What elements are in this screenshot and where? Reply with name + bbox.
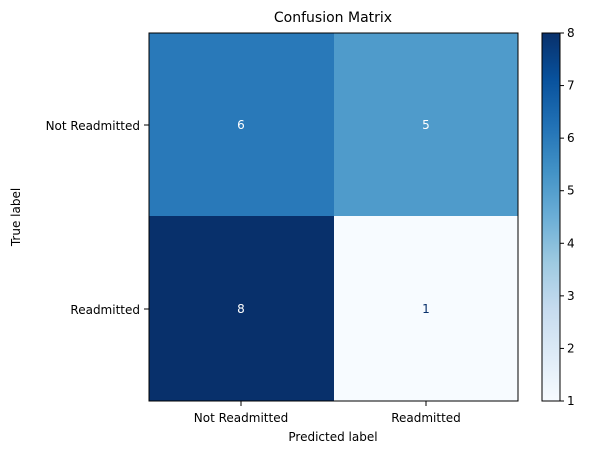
cell-readmitted-not-readmitted bbox=[149, 216, 334, 401]
y-tick-label: Readmitted bbox=[70, 303, 140, 317]
x-tick-label: Readmitted bbox=[391, 411, 461, 425]
colorbar: 1 2 3 4 5 6 7 8 bbox=[541, 26, 575, 408]
heatmap-plot-area: 6 5 8 1 bbox=[148, 32, 519, 402]
colorbar-tick-label: 1 bbox=[567, 394, 575, 408]
colorbar-tick-label: 3 bbox=[567, 289, 575, 303]
colorbar-tick-label: 2 bbox=[567, 341, 575, 355]
colorbar-tick-label: 6 bbox=[567, 131, 575, 145]
y-tick-label: Not Readmitted bbox=[46, 119, 140, 133]
colorbar-tick-label: 7 bbox=[567, 79, 575, 93]
colorbar-ticks: 1 2 3 4 5 6 7 8 bbox=[560, 26, 575, 408]
cell-value-label: 6 bbox=[237, 118, 245, 132]
colorbar-tick-label: 5 bbox=[567, 184, 575, 198]
x-axis-label: Predicted label bbox=[288, 430, 377, 444]
y-axis: Not Readmitted Readmitted True label bbox=[9, 119, 149, 317]
colorbar-tick-label: 4 bbox=[567, 236, 575, 250]
chart-title: Confusion Matrix bbox=[274, 10, 392, 26]
cell-not-readmitted-not-readmitted bbox=[149, 33, 334, 216]
colorbar-gradient bbox=[541, 32, 561, 402]
cell-value-label: 1 bbox=[422, 302, 430, 316]
colorbar-tick-label: 8 bbox=[567, 26, 575, 40]
cell-readmitted-readmitted bbox=[334, 216, 518, 401]
x-axis: Not Readmitted Readmitted Predicted labe… bbox=[194, 401, 461, 444]
cell-value-label: 5 bbox=[422, 118, 430, 132]
plot-frame bbox=[148, 32, 519, 402]
cell-not-readmitted-readmitted bbox=[334, 33, 518, 216]
y-axis-label: True label bbox=[9, 188, 23, 247]
x-tick-label: Not Readmitted bbox=[194, 411, 288, 425]
cell-value-label: 8 bbox=[237, 302, 245, 316]
